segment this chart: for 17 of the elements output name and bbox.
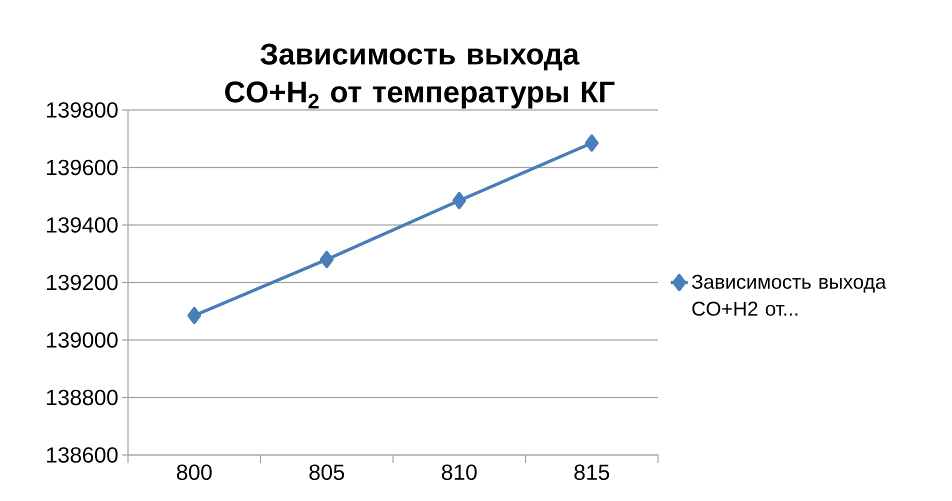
y-tick-label: 139600 (47, 160, 118, 176)
y-tick-label: 138800 (47, 390, 118, 406)
legend-label: Зависимость выхода CO+H2 от... (692, 274, 886, 316)
point (320, 250, 334, 268)
x-tick-label: 800 (176, 464, 212, 480)
y-tick-label: 139000 (47, 332, 118, 348)
y-tick-label: 138600 (47, 447, 118, 463)
point (584, 134, 599, 152)
y-tick-label: 139800 (47, 102, 118, 118)
y-tick-label: 139400 (47, 217, 118, 233)
x-tick-label: 815 (574, 464, 610, 480)
y-tick-label: 139200 (47, 274, 118, 290)
chart-title: Зависимость выхода CO+H$_{2}$ от температуры КГ (225, 44, 614, 108)
x-tick-label: 805 (309, 464, 344, 480)
point (187, 306, 202, 324)
x-tick-label: 810 (442, 464, 477, 480)
point (452, 192, 466, 210)
